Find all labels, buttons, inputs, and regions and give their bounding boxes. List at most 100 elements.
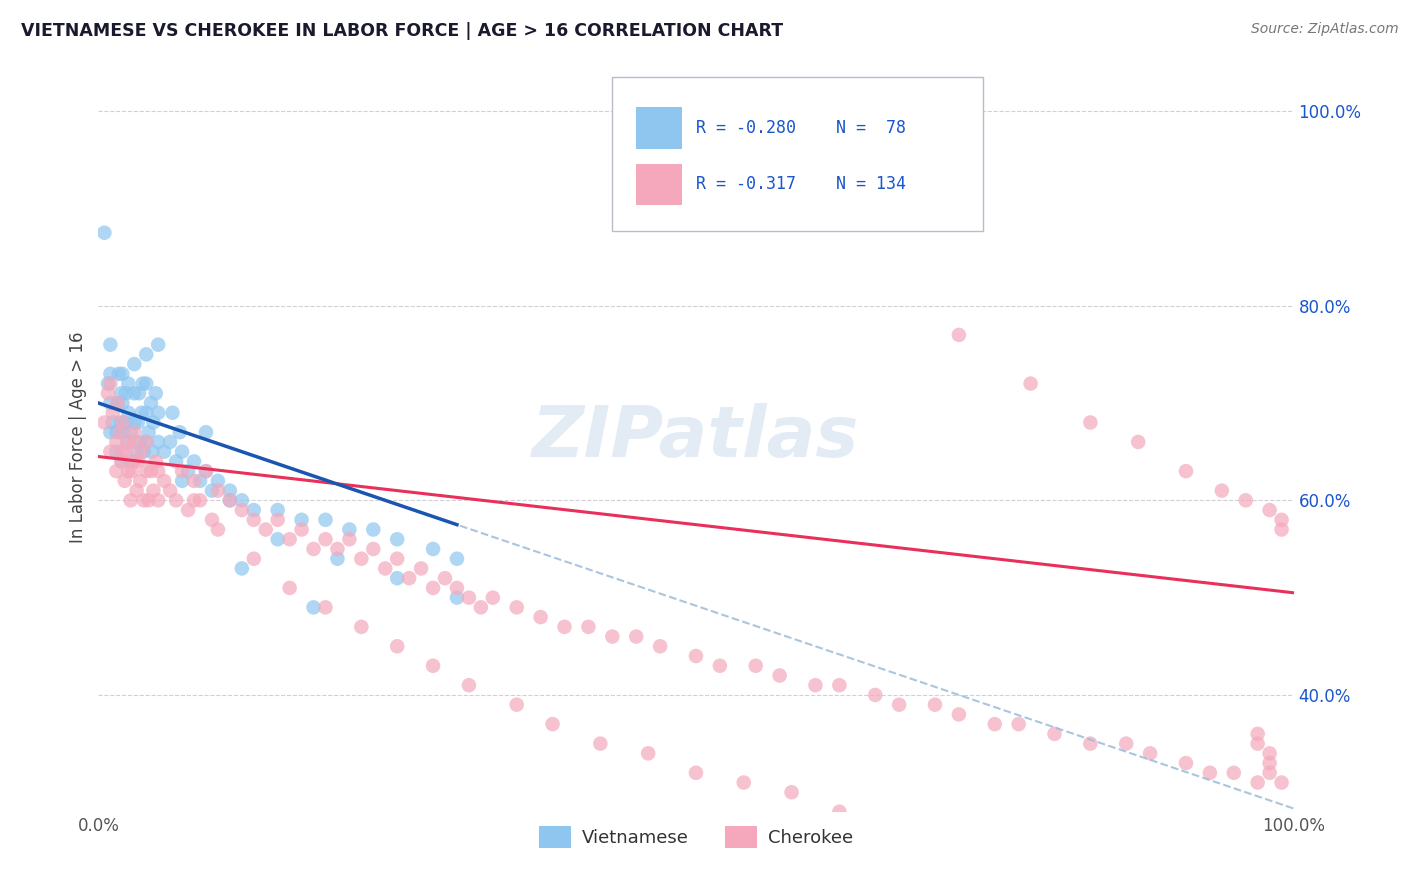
Point [924,698,946,712]
Point [889,698,911,712]
Point [145,386,167,401]
Point [97,386,120,401]
Point [195,425,218,440]
Point [936,844,959,858]
Point [267,513,290,527]
Point [1104,882,1126,892]
Point [115,444,138,458]
Point [124,434,146,449]
Point [201,483,224,498]
Point [446,581,468,595]
Text: VIETNAMESE VS CHEROKEE IN LABOR FORCE | AGE > 16 CORRELATION CHART: VIETNAMESE VS CHEROKEE IN LABOR FORCE | … [21,22,783,40]
Point [385,551,409,566]
Point [1258,756,1281,770]
Point [148,464,170,478]
Point [481,591,505,605]
Point [219,493,242,508]
Point [1234,493,1257,508]
Point [98,444,122,458]
Point [183,474,205,488]
Point [278,533,301,547]
Point [117,406,139,420]
Point [110,386,132,401]
Point [745,658,768,673]
Point [114,474,136,488]
Point [142,416,165,430]
Point [135,434,157,449]
Point [148,337,170,351]
Point [108,425,131,440]
Point [278,581,301,595]
Point [385,640,409,654]
Point [111,454,134,468]
Point [148,406,170,420]
Point [315,533,337,547]
Point [1247,727,1270,741]
FancyBboxPatch shape [613,78,983,231]
Point [138,425,160,440]
Point [1199,765,1222,780]
Text: R = -0.280    N =  78: R = -0.280 N = 78 [696,119,905,136]
Point [107,396,129,410]
Point [101,406,124,420]
Point [1271,523,1294,537]
Point [153,444,176,458]
Point [98,425,122,440]
Point [1223,765,1246,780]
Point [1008,717,1031,731]
Text: R = -0.317    N = 134: R = -0.317 N = 134 [696,175,905,193]
Point [165,493,187,508]
Point [315,600,337,615]
Point [148,493,170,508]
Point [1258,765,1281,780]
Point [1128,434,1150,449]
Point [124,416,146,430]
Point [315,513,337,527]
Point [183,493,205,508]
Point [363,523,385,537]
Point [105,434,128,449]
Point [115,386,138,401]
Y-axis label: In Labor Force | Age > 16: In Labor Force | Age > 16 [69,331,87,543]
Point [124,357,146,371]
Bar [637,107,682,149]
Point [685,765,707,780]
Point [127,416,149,430]
Point [207,483,229,498]
Point [422,658,444,673]
Point [111,396,134,410]
Point [101,416,124,430]
Point [1080,737,1102,751]
Point [506,600,529,615]
Bar [637,163,682,205]
Point [141,444,163,458]
Text: ZIPatlas: ZIPatlas [533,402,859,472]
Point [363,541,385,556]
Point [602,630,624,644]
Point [129,474,152,488]
Point [111,416,134,430]
Point [685,648,707,663]
Point [1139,747,1161,761]
Point [231,561,253,575]
Point [1247,775,1270,789]
Point [201,513,224,527]
Point [1043,872,1066,887]
Point [110,454,132,468]
Point [120,425,142,440]
Point [889,824,911,838]
Point [446,551,468,566]
Point [142,483,165,498]
Point [131,444,153,458]
Point [458,678,481,692]
Point [105,444,128,458]
Point [117,464,139,478]
Point [422,541,444,556]
Point [177,503,200,517]
Point [458,591,481,605]
Point [1247,737,1270,751]
Point [111,444,134,458]
Point [132,444,155,458]
Point [506,698,529,712]
Point [374,561,396,575]
